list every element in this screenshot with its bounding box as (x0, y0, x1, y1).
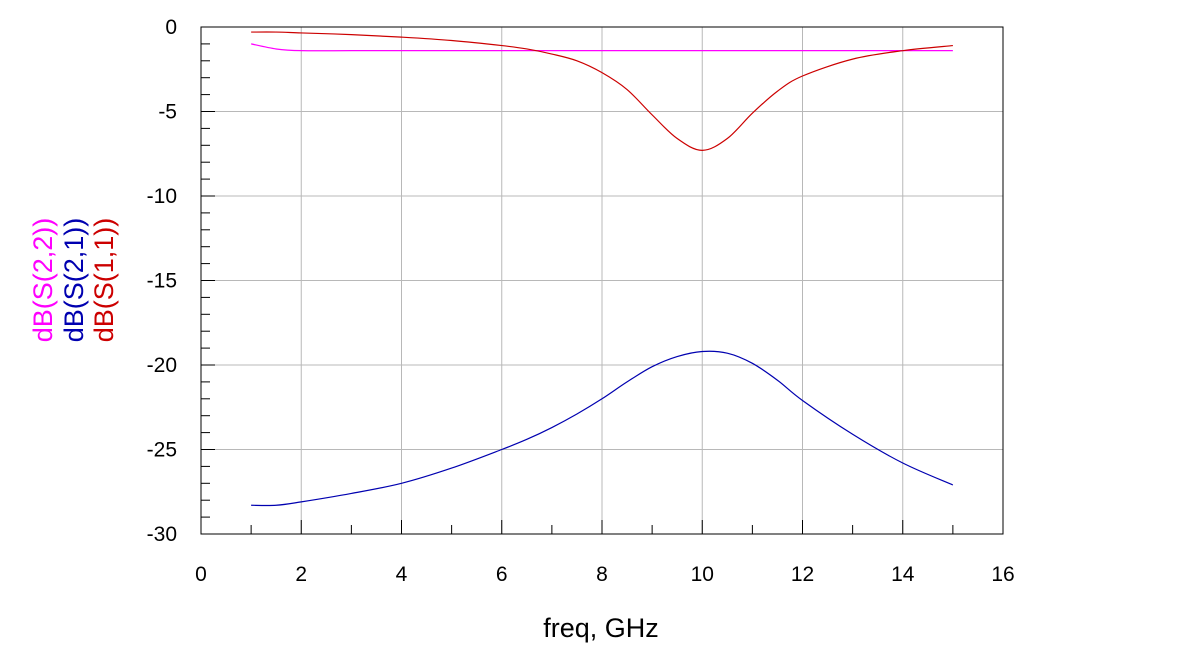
tick-labels: 0 2 4 6 8 10 12 14 16 0 -5 -10 -15 -20 -25 -30 (147, 16, 1015, 586)
x-tick-label: 0 (195, 563, 207, 586)
y-tick-label: -30 (147, 523, 177, 546)
x-tick-label: 6 (496, 563, 508, 586)
y-tick-label: 0 (165, 16, 177, 39)
series-line-db-s-2-1 (251, 350, 954, 507)
x-tick-label: 2 (295, 563, 307, 586)
grid (200, 26, 1004, 535)
series-label-db-s-2-2: dB(S(2,2)) (28, 218, 58, 343)
series-label-db-s-1-1: dB(S(1,1)) (89, 218, 119, 343)
series-line-db-s-1-1 (251, 31, 953, 151)
series-line-db-s-2-2 (251, 43, 953, 52)
y-tick-label: -15 (147, 270, 177, 293)
x-tick-label: 10 (691, 563, 714, 586)
series-labels: dB(S(2,2)) dB(S(2,1)) dB(S(1,1)) (28, 218, 119, 343)
plot-area-frame (200, 26, 1004, 535)
x-tick-label: 16 (991, 563, 1014, 586)
y-tick-label: -5 (158, 101, 177, 124)
series-lines (251, 31, 954, 507)
y-tick-label: -10 (147, 185, 177, 208)
minor-ticks (200, 26, 1004, 535)
x-tick-label: 14 (891, 563, 915, 586)
x-tick-label: 4 (396, 563, 408, 586)
x-axis-title: freq, GHz (543, 613, 659, 643)
y-tick-label: -20 (147, 354, 177, 377)
x-tick-label: 8 (596, 563, 608, 586)
series-label-db-s-2-1: dB(S(2,1)) (59, 218, 89, 343)
x-tick-label: 12 (791, 563, 814, 586)
y-tick-label: -25 (147, 439, 177, 462)
